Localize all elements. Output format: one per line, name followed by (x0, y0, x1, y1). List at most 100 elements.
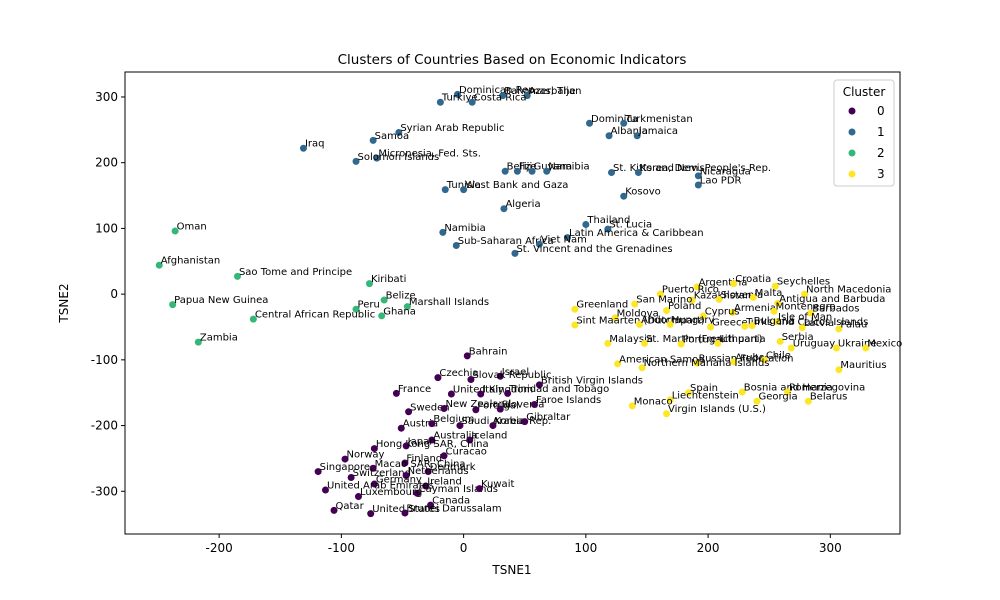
point-cluster-1 (608, 169, 616, 177)
point-label: Dominica (591, 114, 638, 125)
point-cluster-1 (528, 167, 536, 175)
point-label: Bosnia and Herzegovina (744, 383, 865, 394)
point-cluster-0 (467, 376, 475, 384)
point-label: Costa Rica (474, 93, 527, 104)
point-cluster-0 (477, 390, 485, 398)
legend-marker-2 (848, 149, 856, 157)
point-label: Saudi Arabia (461, 416, 524, 427)
point-cluster-2 (194, 338, 202, 346)
y-tick-label: 0 (110, 287, 118, 301)
point-label: Isle of Man (778, 312, 832, 323)
point-cluster-1 (439, 228, 447, 236)
point-cluster-3 (656, 290, 664, 298)
point-label: Sub-Saharan Africa (458, 236, 554, 247)
point-label: Nicaragua (700, 166, 751, 177)
point-label: United Kingdom (453, 385, 533, 396)
point-label: Netherlands (408, 466, 469, 477)
point-label: Andorra (641, 315, 681, 326)
point-label: Hong Kong SAR, China (376, 439, 489, 450)
point-cluster-0 (504, 389, 512, 397)
point-label: Latin America & Caribbean (569, 228, 704, 239)
point-cluster-0 (440, 452, 448, 460)
point-label: Kazakhstan (694, 291, 752, 302)
point-cluster-3 (770, 307, 778, 315)
point-cluster-3 (631, 300, 639, 308)
point-cluster-2 (233, 272, 241, 280)
point-cluster-3 (862, 344, 870, 352)
y-tick-label: 300 (95, 90, 118, 104)
point-cluster-1 (694, 181, 702, 189)
point-label: Uruguay (793, 339, 836, 350)
point-label: Albania (611, 126, 648, 137)
legend-box (833, 79, 895, 187)
point-label: North Macedonia (806, 285, 891, 296)
point-label: Luxembourg (360, 487, 422, 498)
x-tick-label: 300 (819, 541, 842, 555)
point-label: Argentina (699, 277, 748, 288)
point-cluster-1 (436, 98, 444, 106)
point-label: Czechia (439, 368, 478, 379)
legend-label-3: 3 (877, 167, 885, 181)
y-tick-label: 100 (95, 221, 118, 235)
point-cluster-3 (801, 290, 809, 298)
point-label: Turks and Caicos Islands (745, 317, 868, 328)
point-cluster-1 (604, 225, 612, 233)
point-label: Peru (358, 300, 380, 311)
point-label: Bulgaria (754, 316, 795, 327)
legend-marker-3 (848, 170, 856, 178)
x-tick-label: 0 (460, 541, 468, 555)
point-label: Dominican Rep. (459, 85, 538, 96)
point-cluster-2 (169, 301, 177, 309)
point-cluster-0 (496, 372, 504, 380)
point-label: Liechtenstein (672, 390, 739, 401)
point-label: Kuwait (481, 479, 514, 490)
point-cluster-0 (401, 509, 409, 517)
point-label: Singapore (320, 462, 370, 473)
point-cluster-3 (798, 324, 806, 332)
point-cluster-0 (489, 422, 497, 430)
point-label: Curacao (446, 446, 487, 457)
point-label: Belgium (433, 414, 474, 425)
point-cluster-3 (776, 337, 784, 345)
point-label: Jamaica (638, 126, 678, 137)
point-cluster-1 (586, 119, 594, 127)
point-cluster-3 (774, 299, 782, 307)
point-label: Germany (376, 475, 422, 486)
point-label: Sao Tome and Principe (239, 267, 352, 278)
point-label: Korea, Dem. People's Rep. (640, 163, 771, 174)
point-label: Sweden (410, 402, 450, 413)
y-tick-label: 200 (95, 156, 118, 170)
point-label: United States (372, 504, 440, 515)
legend-label-0: 0 (877, 104, 885, 118)
point-label: Russian Federation (699, 354, 794, 365)
point-cluster-0 (401, 459, 409, 467)
point-label: Greece (712, 317, 748, 328)
point-label: Afghanistan (161, 256, 221, 267)
point-cluster-2 (380, 296, 388, 304)
point-cluster-1 (605, 132, 613, 140)
x-axis-label: TSNE1 (491, 563, 531, 577)
point-label: Namibia (444, 223, 485, 234)
point-cluster-0 (472, 406, 480, 414)
point-label: Turkiye (441, 93, 478, 104)
point-cluster-1 (299, 144, 307, 152)
point-cluster-1 (582, 220, 590, 228)
point-cluster-1 (511, 249, 519, 257)
point-label: Turkmenistan (624, 114, 692, 125)
legend-marker-0 (848, 107, 856, 115)
point-label: Namibia (548, 162, 589, 173)
point-label: United Arab Emirates (327, 480, 434, 491)
point-cluster-1 (535, 240, 543, 248)
point-cluster-0 (392, 389, 400, 397)
point-cluster-0 (321, 486, 329, 494)
point-label: Seychelles (777, 277, 830, 288)
point-label: Finland (406, 454, 442, 465)
point-cluster-3 (571, 321, 579, 329)
point-cluster-3 (693, 283, 701, 291)
point-cluster-2 (365, 280, 373, 288)
point-label: Hungary (672, 315, 715, 326)
point-label: Palau (840, 319, 867, 330)
point-cluster-1 (441, 186, 449, 194)
point-cluster-0 (475, 485, 483, 493)
